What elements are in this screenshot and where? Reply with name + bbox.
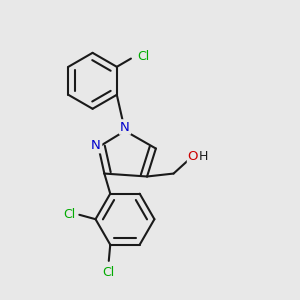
Text: N: N bbox=[120, 121, 130, 134]
Text: Cl: Cl bbox=[64, 208, 76, 221]
Text: Cl: Cl bbox=[103, 266, 115, 279]
Text: O: O bbox=[188, 150, 198, 163]
Text: H: H bbox=[199, 150, 208, 163]
Text: Cl: Cl bbox=[137, 50, 150, 63]
Text: N: N bbox=[91, 139, 101, 152]
